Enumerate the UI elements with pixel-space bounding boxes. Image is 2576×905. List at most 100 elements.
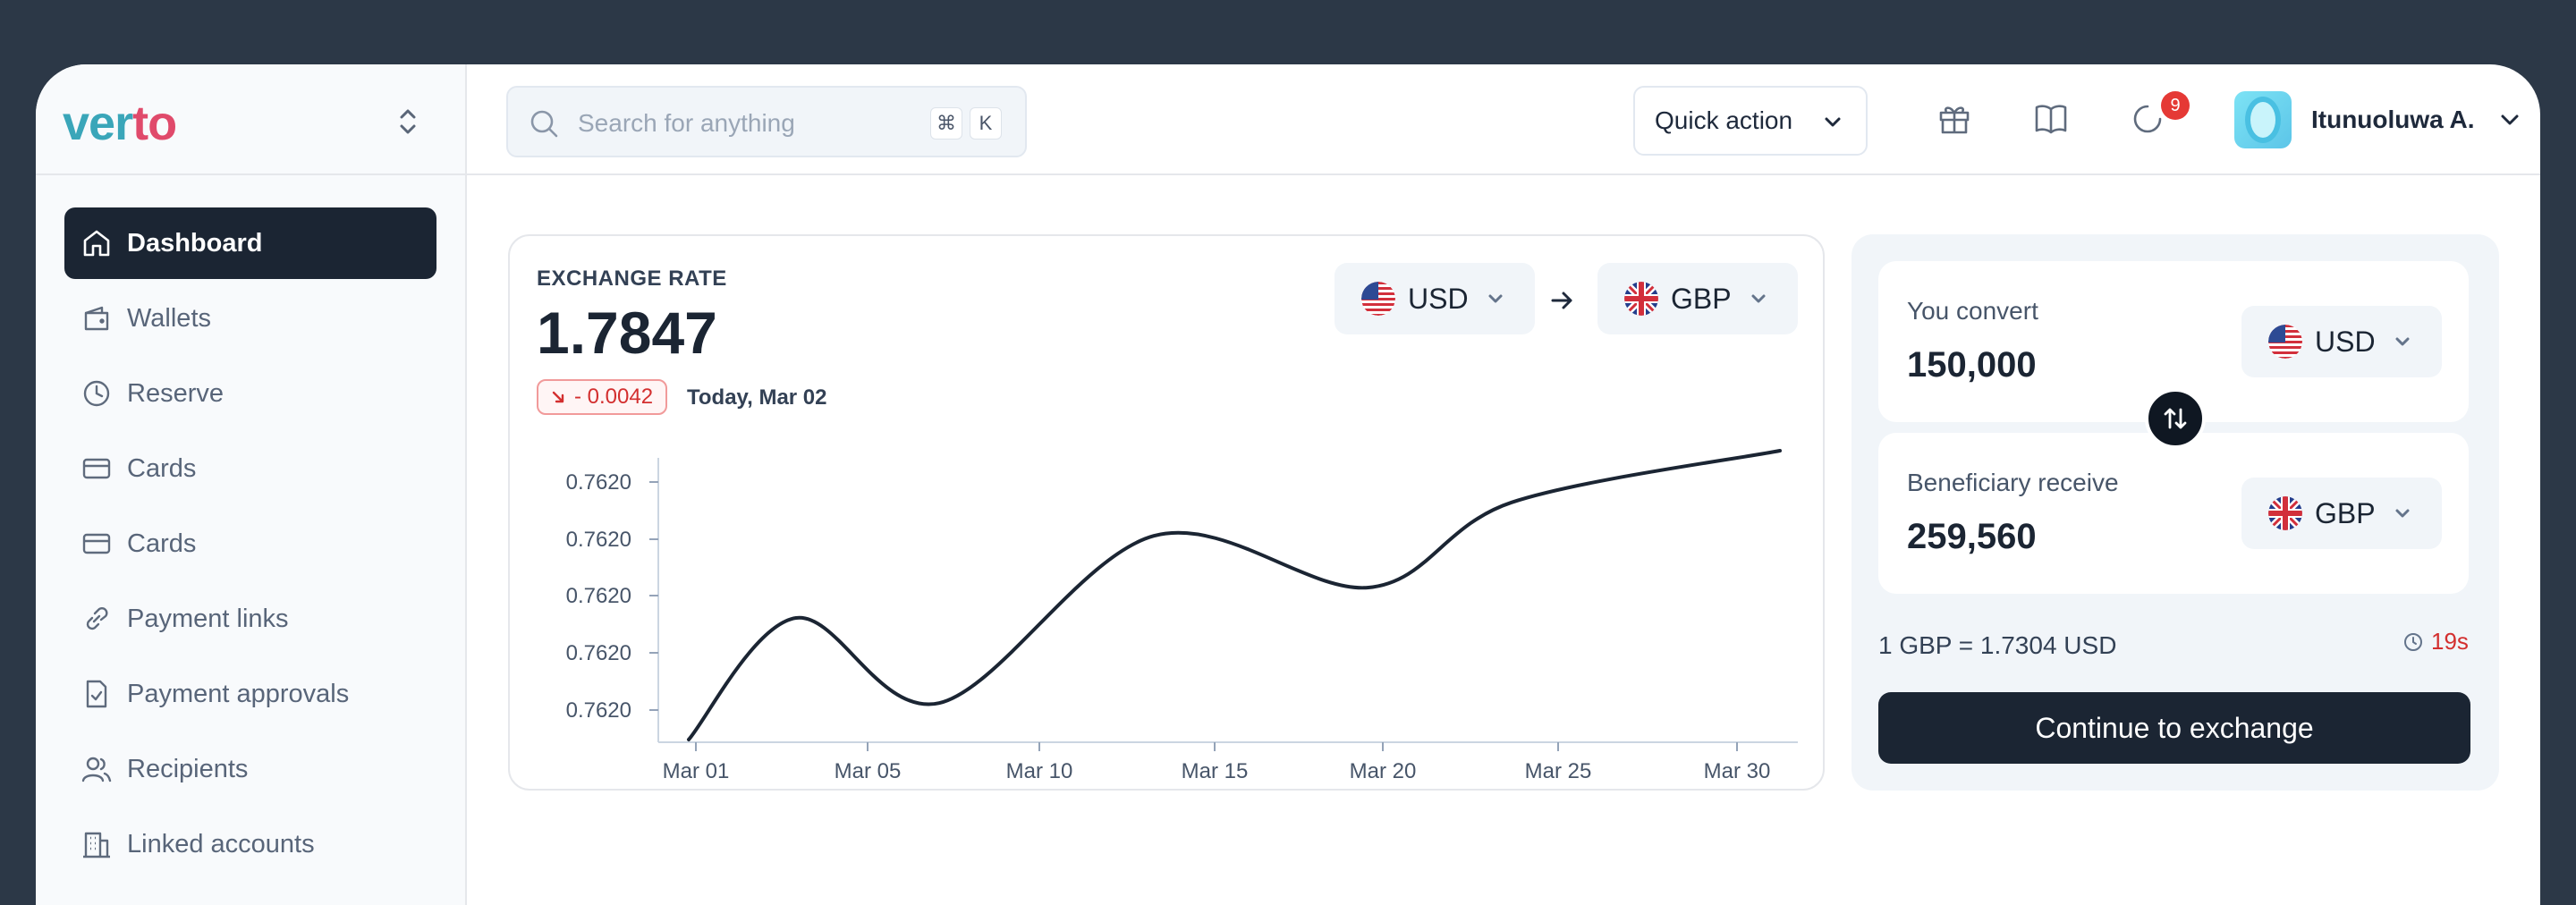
brand-bar: verto	[36, 64, 465, 175]
sidebar-item-cards[interactable]: Cards	[64, 433, 436, 504]
sidebar-item-label: Wallets	[127, 303, 211, 333]
card-icon	[82, 458, 111, 479]
notification-badge: 9	[2161, 91, 2190, 120]
y-tick-label: 0.7620	[566, 528, 631, 552]
to-currency-code: GBP	[1671, 282, 1732, 315]
x-tick-label: Mar 20	[1350, 759, 1417, 783]
exchange-rate-value: 1.7847	[537, 300, 717, 366]
send-amount[interactable]: 150,000	[1907, 345, 2037, 385]
chevron-up-down-icon[interactable]	[390, 104, 426, 140]
link-icon	[86, 607, 108, 630]
shortcut-key-mod: ⌘	[930, 107, 962, 140]
send-label: You convert	[1907, 297, 2038, 325]
quick-action-button[interactable]: Quick action	[1633, 86, 1868, 156]
timer-value: 19s	[2431, 628, 2469, 655]
shortcut-key: K	[970, 107, 1002, 140]
logo-part-2: to	[132, 97, 177, 150]
sidebar-item-payment-approvals[interactable]: Payment approvals	[64, 658, 436, 730]
sidebar: verto Dashboard Wallets Reserve Cards	[36, 64, 467, 905]
receive-box: Beneficiary receive 259,560 GBP	[1878, 433, 2469, 594]
app-window: verto Dashboard Wallets Reserve Cards	[36, 64, 2540, 905]
sidebar-item-cards-2[interactable]: Cards	[64, 508, 436, 579]
wallet-icon	[84, 306, 109, 331]
sidebar-item-reserve[interactable]: Reserve	[64, 358, 436, 429]
x-tick-label: Mar 05	[835, 759, 902, 783]
exchange-rate-label: EXCHANGE RATE	[537, 266, 727, 291]
y-tick-label: 0.7620	[566, 698, 631, 723]
building-icon	[83, 832, 110, 858]
from-currency-code: USD	[1408, 282, 1469, 315]
sidebar-item-label: Cards	[127, 453, 197, 483]
converter-panel: You convert 150,000 USD Beneficiary rece…	[1852, 234, 2499, 791]
x-tick-label: Mar 30	[1704, 759, 1771, 783]
from-currency-select[interactable]: USD	[1335, 263, 1535, 334]
sidebar-item-label: Dashboard	[127, 228, 263, 258]
rate-change-value: - 0.0042	[574, 385, 654, 409]
send-currency-code: USD	[2315, 325, 2376, 358]
quick-action-label: Quick action	[1655, 106, 1793, 134]
receive-currency-select[interactable]: GBP	[2241, 478, 2442, 549]
arrow-right-icon	[1551, 292, 1572, 309]
receive-currency-code: GBP	[2315, 496, 2376, 529]
search-input[interactable]: Search for anything ⌘ K	[506, 86, 1027, 157]
y-tick-label: 0.7620	[566, 641, 631, 665]
conversion-rate-text: 1 GBP = 1.7304 USD	[1878, 631, 2117, 659]
send-box: You convert 150,000 USD	[1878, 261, 2469, 422]
rate-change-badge: - 0.0042	[537, 379, 668, 415]
sidebar-item-linked-accounts[interactable]: Linked accounts	[64, 808, 436, 880]
logo-part-1: ver	[63, 97, 133, 150]
chevron-down-icon	[1488, 294, 1503, 303]
top-header: Search for anything ⌘ K Quick action 9 I…	[467, 64, 2540, 175]
sidebar-nav: Dashboard Wallets Reserve Cards Cards Pa…	[64, 207, 436, 884]
logo[interactable]: verto	[63, 97, 177, 150]
search-placeholder: Search for anything	[578, 109, 795, 137]
sidebar-item-payment-links[interactable]: Payment links	[64, 583, 436, 655]
chevron-down-icon	[2395, 337, 2410, 346]
notification-icon[interactable]	[2129, 100, 2166, 138]
receive-label: Beneficiary receive	[1907, 469, 2119, 496]
sidebar-item-label: Payment links	[127, 604, 289, 633]
swap-vertical-icon	[2164, 408, 2187, 429]
exchange-rate-card: EXCHANGE RATE 1.7847 - 0.0042 Today, Mar…	[508, 234, 1825, 791]
card-icon	[82, 533, 111, 554]
avatar[interactable]	[2234, 91, 2292, 148]
chevron-down-icon[interactable]	[2496, 106, 2524, 134]
user-name[interactable]: Itunuoluwa A.	[2311, 106, 2475, 133]
book-icon[interactable]	[2032, 100, 2070, 138]
sidebar-item-label: Linked accounts	[127, 829, 315, 858]
x-tick-label: Mar 01	[663, 759, 730, 783]
swap-currencies-button[interactable]	[2145, 388, 2206, 449]
arrow-down-right-icon	[552, 391, 564, 403]
sidebar-item-wallets[interactable]: Wallets	[64, 283, 436, 354]
chevron-down-icon	[2395, 509, 2410, 518]
search-icon	[530, 110, 558, 138]
send-currency-select[interactable]: USD	[2241, 306, 2442, 377]
document-check-icon	[86, 680, 107, 708]
sidebar-item-label: Payment approvals	[127, 679, 350, 708]
sidebar-item-label: Cards	[127, 529, 197, 558]
continue-to-exchange-button[interactable]: Continue to exchange	[1878, 692, 2470, 764]
receive-amount[interactable]: 259,560	[1907, 517, 2037, 556]
sidebar-item-label: Recipients	[127, 754, 249, 783]
chevron-down-icon	[1825, 117, 1841, 127]
chevron-down-icon	[1751, 294, 1766, 303]
exchange-rate-chart: 0.7620 0.7620 0.7620 0.7620 0.7620 Mar 01 Mar …	[566, 449, 1798, 783]
gift-icon[interactable]	[1936, 100, 1973, 138]
home-icon	[83, 230, 110, 257]
x-tick-label: Mar 15	[1182, 759, 1249, 783]
y-tick-label: 0.7620	[566, 584, 631, 608]
sidebar-item-dashboard[interactable]: Dashboard	[64, 207, 436, 279]
sidebar-item-label: Reserve	[127, 378, 224, 408]
sidebar-item-recipients[interactable]: Recipients	[64, 733, 436, 805]
rate-timer: 19s	[2402, 628, 2469, 655]
y-tick-label: 0.7620	[566, 470, 631, 495]
us-flag-icon	[2268, 325, 2302, 359]
users-icon	[81, 757, 112, 782]
clock-icon	[2404, 632, 2422, 651]
to-currency-select[interactable]: GBP	[1597, 263, 1798, 334]
x-tick-label: Mar 10	[1006, 759, 1073, 783]
series-line	[687, 449, 1782, 741]
uk-flag-icon	[2268, 496, 2302, 530]
rate-date: Today, Mar 02	[687, 385, 827, 410]
clock-icon	[83, 380, 110, 407]
